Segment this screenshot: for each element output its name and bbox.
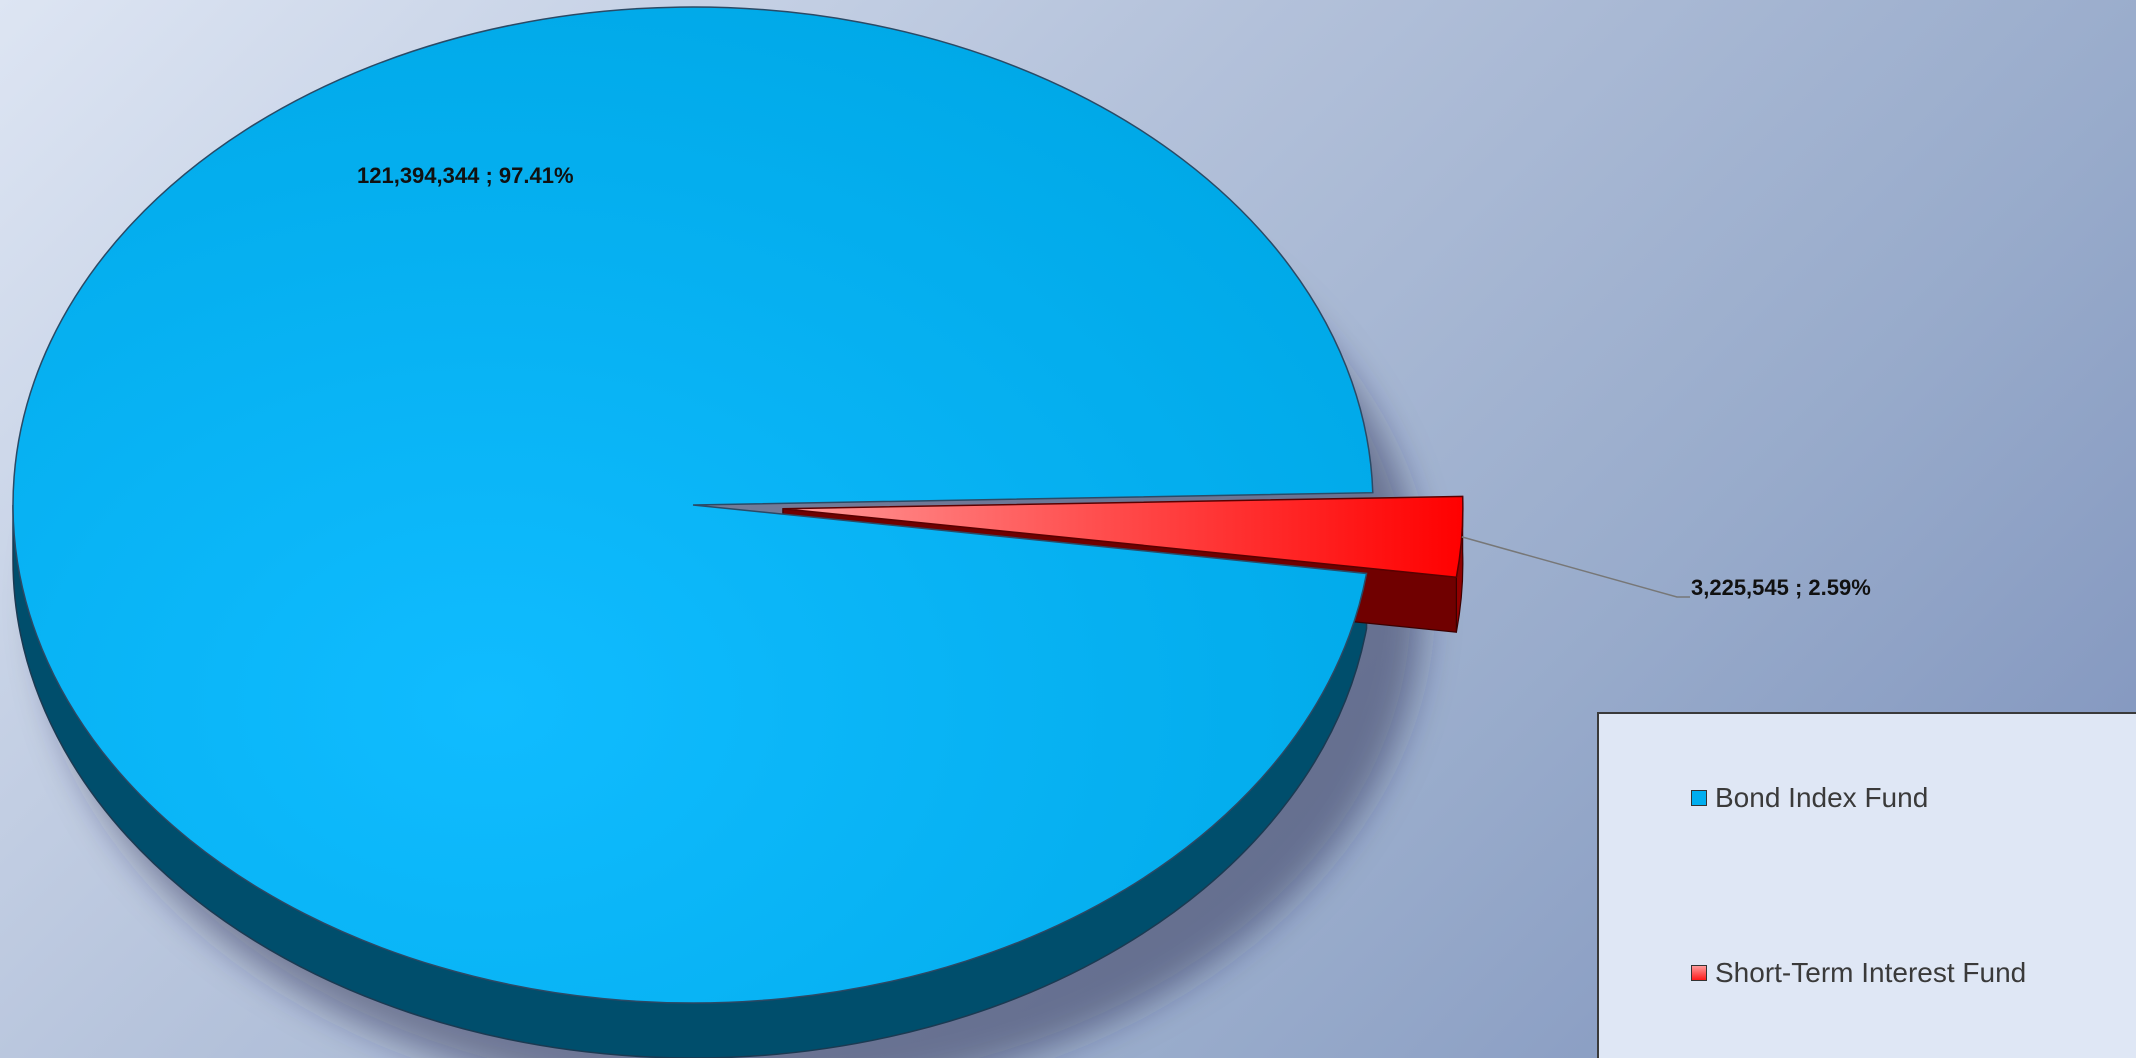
data-label-bond-index-fund: 121,394,344 ; 97.41% bbox=[357, 163, 574, 188]
legend-swatch-bond-index-fund bbox=[1691, 790, 1707, 806]
legend-label-bond-index-fund: Bond Index Fund bbox=[1715, 782, 1929, 813]
legend-swatch-short-term-interest-fund bbox=[1691, 965, 1707, 981]
data-label-short-term-interest-fund: 3,225,545 ; 2.59% bbox=[1691, 575, 1871, 600]
legend-item-short-term-interest-fund: Short-Term Interest Fund bbox=[1691, 957, 2026, 989]
legend-item-bond-index-fund: Bond Index Fund bbox=[1691, 782, 1928, 814]
pie-slice-bond-index-fund bbox=[12, 6, 1374, 1004]
legend: Bond Index Fund Short-Term Interest Fund bbox=[1597, 712, 2136, 1058]
legend-label-short-term-interest-fund: Short-Term Interest Fund bbox=[1715, 957, 2027, 988]
leader-line-short-term-interest-fund bbox=[1461, 536, 1690, 598]
